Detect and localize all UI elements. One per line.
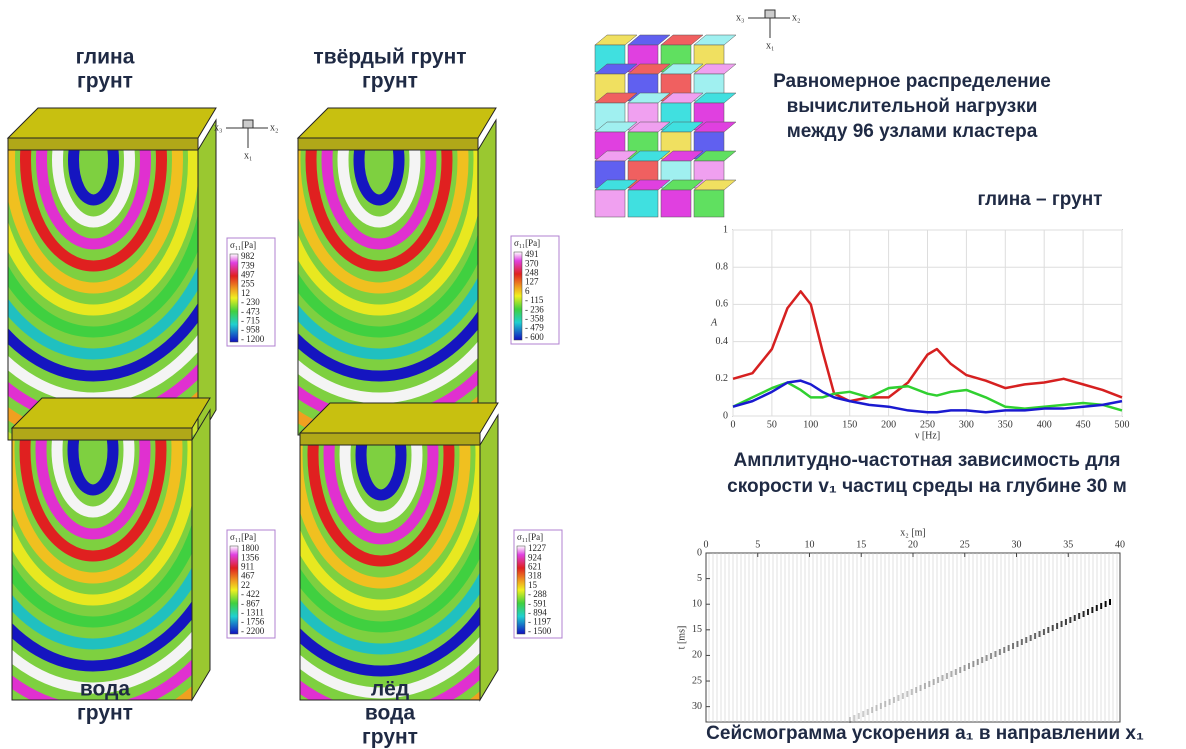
- axis-icon: [243, 120, 253, 128]
- x-tick-label: 50: [767, 419, 777, 430]
- x-tick-label: 35: [1063, 539, 1073, 550]
- x-axis-label: x₂ [m]: [900, 527, 925, 538]
- y-tick-label: 30: [692, 701, 702, 712]
- cube-slab: [300, 433, 480, 445]
- axis-label: x₂: [270, 122, 279, 133]
- colorbar: [517, 546, 525, 634]
- cluster-node: [661, 190, 691, 217]
- cube-slab: [12, 428, 192, 440]
- panel-label: грунт: [362, 726, 418, 749]
- colorbar-title: σ₁₁[Pa]: [230, 240, 256, 250]
- y-tick-label: 1: [723, 224, 728, 235]
- cube-top: [300, 403, 498, 433]
- colorbar-tick: - 2200: [241, 626, 265, 636]
- x-tick-label: 250: [920, 419, 935, 430]
- cube-side: [198, 120, 216, 440]
- x-tick-label: 100: [803, 419, 818, 430]
- y-axis-label: A: [710, 317, 718, 328]
- y-tick-label: 20: [692, 650, 702, 661]
- y-tick-label: 5: [697, 573, 702, 584]
- cluster-node: [595, 190, 625, 217]
- y-tick-label: 0.2: [716, 373, 729, 384]
- cluster-caption: между 96 узлами кластера: [787, 121, 1038, 142]
- cube-side: [192, 410, 210, 700]
- x-tick-label: 150: [842, 419, 857, 430]
- colorbar: [230, 254, 238, 342]
- y-tick-label: 0: [697, 547, 702, 558]
- panel-label: грунт: [362, 70, 418, 93]
- panel-label: лёд: [371, 678, 409, 701]
- colorbar-tick: - 600: [525, 332, 544, 342]
- chart-caption: скорости v₁ частиц среды на глубине 30 м: [727, 476, 1127, 497]
- colorbar-tick: - 1500: [528, 626, 552, 636]
- x-tick-label: 25: [960, 539, 970, 550]
- x-tick-label: 0: [704, 539, 709, 550]
- axis-label: x₁: [244, 150, 253, 161]
- colorbar-title: σ₁₁[Pa]: [517, 532, 543, 542]
- colorbar-tick: - 1200: [241, 334, 265, 344]
- chart-caption: Амплитудно-частотная зависимость для: [734, 450, 1121, 471]
- y-tick-label: 0.4: [716, 336, 729, 347]
- x-tick-label: 5: [755, 539, 760, 550]
- x-tick-label: 400: [1037, 419, 1052, 430]
- x-tick-label: 30: [1012, 539, 1022, 550]
- axis-icon: [765, 10, 775, 18]
- axis-label: x₁: [766, 40, 775, 51]
- panel-label: глина: [76, 46, 135, 69]
- x-tick-label: 300: [959, 419, 974, 430]
- cube-slab: [298, 138, 478, 150]
- y-tick-label: 0.6: [716, 299, 729, 310]
- cube-top: [12, 398, 210, 428]
- x-tick-label: 450: [1076, 419, 1091, 430]
- panel-label: твёрдый грунт: [313, 46, 466, 69]
- cluster-caption: Равномерное распределение: [773, 71, 1051, 92]
- y-tick-label: 10: [692, 599, 702, 610]
- cluster-caption: вычислительной нагрузки: [787, 96, 1038, 117]
- cube-slab: [8, 138, 198, 150]
- x-axis-label: ν [Hz]: [915, 430, 940, 441]
- cube-side: [478, 120, 496, 435]
- slide: глинагрунтσ₁₁[Pa]98273949725512- 230- 47…: [0, 0, 1186, 749]
- axis-label: x₃: [214, 122, 223, 133]
- cluster-node: [628, 190, 658, 217]
- panel-label: вода: [365, 702, 416, 725]
- chart-title: глина – грунт: [978, 189, 1103, 210]
- x-tick-label: 200: [881, 419, 896, 430]
- axis-label: x₂: [792, 12, 801, 23]
- colorbar-title: σ₁₁[Pa]: [230, 532, 256, 542]
- panel-label: вода: [80, 678, 131, 701]
- axis-label: x₃: [736, 12, 745, 23]
- y-tick-label: 25: [692, 675, 702, 686]
- cube-top: [298, 108, 496, 138]
- x-tick-label: 10: [805, 539, 815, 550]
- x-tick-label: 0: [731, 419, 736, 430]
- y-tick-label: 0.8: [716, 261, 729, 272]
- colorbar-title: σ₁₁[Pa]: [514, 238, 540, 248]
- x-tick-label: 40: [1115, 539, 1125, 550]
- y-tick-label: 15: [692, 624, 702, 635]
- panel-label: грунт: [77, 70, 133, 93]
- panel-label: грунт: [77, 702, 133, 725]
- x-tick-label: 350: [998, 419, 1013, 430]
- y-axis-label: t [ms]: [676, 626, 687, 650]
- x-tick-label: 15: [856, 539, 866, 550]
- y-tick-label: 0: [723, 410, 728, 421]
- colorbar: [514, 252, 522, 340]
- chart-caption: Сейсмограмма ускорения a₁ в направлении …: [706, 723, 1144, 744]
- x-tick-label: 20: [908, 539, 918, 550]
- cube-side: [480, 415, 498, 700]
- x-tick-label: 500: [1115, 419, 1130, 430]
- colorbar: [230, 546, 238, 634]
- cube-top: [8, 108, 216, 138]
- cluster-node: [694, 190, 724, 217]
